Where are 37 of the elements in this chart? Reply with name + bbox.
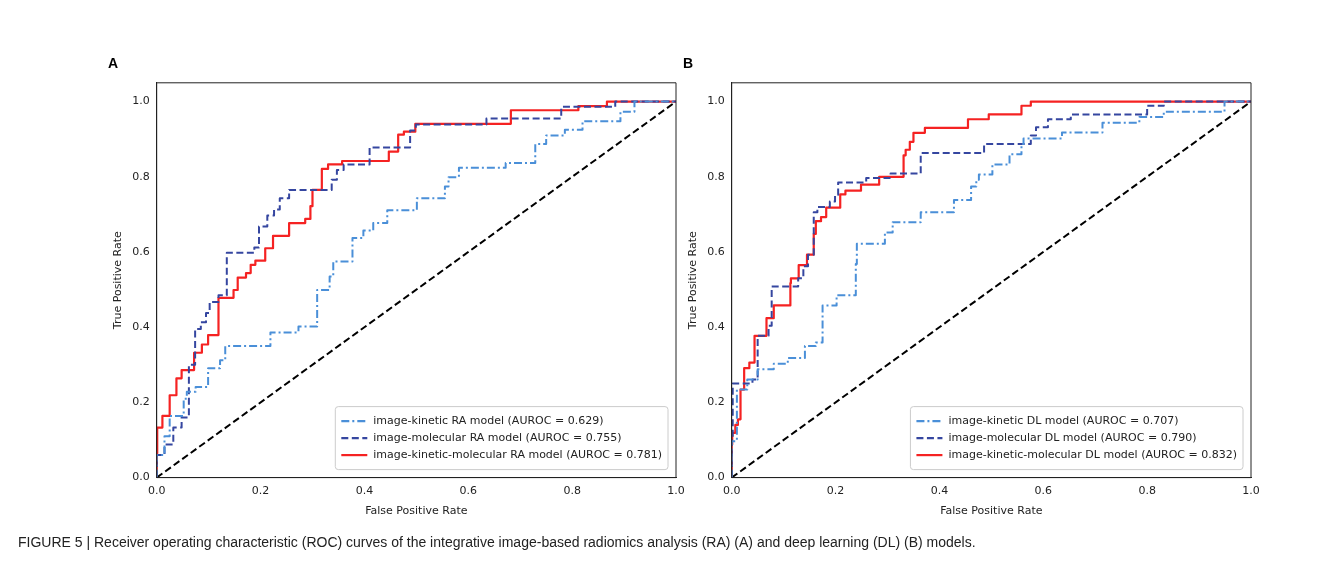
caption: FIGURE 5 | Receiver operating characteristic (ROC) curves of the integrative image-based radiomics analysis (RA) (A) and deep learning (DL) (B) models. [18,534,976,550]
y-tick-label: 0.6 [707,244,725,258]
x-tick-label: 0.8 [1138,484,1156,498]
y-axis-title: True Positive Rate [686,230,700,331]
y-tick-label: 0.6 [132,244,150,258]
x-axis-title: False Positive Rate [940,504,1043,518]
y-tick-label: 0.2 [707,395,725,409]
x-tick-label: 0.2 [826,484,845,498]
y-tick-label: 0.0 [707,470,725,484]
legend-label: image-molecular DL model (AUROC = 0.790) [948,430,1197,444]
y-tick-label: 0.8 [132,169,150,183]
x-tick-label: 1.0 [1242,484,1260,498]
y-axis-title: True Positive Rate [111,230,125,331]
legend-label: image-molecular RA model (AUROC = 0.755) [373,430,622,444]
x-tick-label: 1.0 [667,484,685,498]
x-tick-label: 0.6 [459,484,478,498]
legend-label: image-kinetic DL model (AUROC = 0.707) [948,413,1179,427]
y-tick-label: 0.8 [707,169,725,183]
y-tick-label: 1.0 [132,94,150,108]
y-tick-label: 0.2 [132,395,150,409]
chart-title: A [108,55,119,72]
y-tick-label: 0.4 [707,320,725,334]
x-tick-label: 0.6 [1034,484,1053,498]
x-tick-label: 0.4 [355,484,374,498]
y-tick-label: 0.0 [132,470,150,484]
x-tick-label: 0.0 [722,484,741,498]
x-tick-label: 0.8 [563,484,581,498]
x-tick-label: 0.4 [930,484,949,498]
legend-label: image-kinetic-molecular RA model (AUROC = 0.781) [373,447,663,461]
legend-label: image-kinetic RA model (AUROC = 0.629) [373,413,604,427]
x-tick-label: 0.0 [147,484,166,498]
y-tick-label: 1.0 [707,94,725,108]
x-axis-title: False Positive Rate [365,504,468,518]
x-tick-label: 0.2 [251,484,270,498]
chart-title: B [683,55,694,72]
legend-label: image-kinetic-molecular DL model (AUROC = 0.832) [948,447,1238,461]
y-tick-label: 0.4 [132,320,150,334]
